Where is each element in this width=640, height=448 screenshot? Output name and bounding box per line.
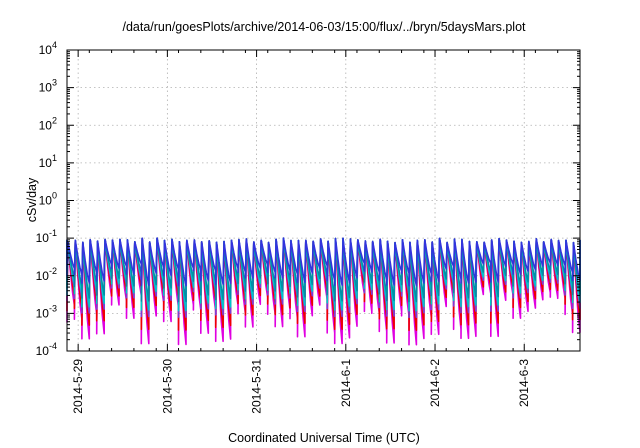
y-tick-exponent: 3 — [52, 78, 57, 88]
y-tick-exponent: -4 — [49, 341, 57, 351]
x-tick-label: 2014-5-31 — [250, 359, 264, 414]
y-tick-base: 10 — [36, 231, 50, 245]
x-tick-label: 2014-6-1 — [339, 359, 353, 407]
y-tick-exponent: -3 — [49, 303, 57, 313]
y-tick-exponent: 2 — [52, 115, 57, 125]
y-tick-base: 10 — [39, 194, 53, 208]
x-tick-label: 2014-6-3 — [517, 359, 531, 407]
y-tick-exponent: -2 — [49, 266, 57, 276]
y-axis-label: cSv/day — [25, 177, 39, 222]
x-tick-label: 2014-6-2 — [428, 359, 442, 407]
y-tick-exponent: -1 — [49, 228, 57, 238]
y-tick-base: 10 — [39, 81, 53, 95]
y-tick-base: 10 — [36, 344, 50, 358]
y-tick-label: 10-3 — [36, 303, 57, 320]
y-tick-base: 10 — [36, 269, 50, 283]
y-tick-label: 104 — [39, 40, 57, 57]
x-tick-labels: 2014-5-29 2014-5-30 2014-5-31 2014-6-1 2014-… — [71, 359, 531, 414]
y-tick-exponent: 0 — [52, 191, 57, 201]
grid-lines — [67, 50, 580, 351]
y-tick-exponent: 4 — [52, 40, 57, 50]
y-tick-label: 102 — [39, 115, 57, 132]
y-tick-label: 103 — [39, 78, 57, 95]
x-tick-label: 2014-5-29 — [71, 359, 85, 414]
chart-title: /data/run/goesPlots/archive/2014-06-03/1… — [122, 20, 526, 34]
y-tick-base: 10 — [39, 43, 53, 57]
y-tick-base: 10 — [36, 306, 50, 320]
x-axis-label: Coordinated Universal Time (UTC) — [228, 431, 420, 445]
x-tick-label: 2014-5-30 — [160, 359, 174, 414]
y-tick-base: 10 — [39, 118, 53, 132]
y-tick-base: 10 — [39, 156, 53, 170]
axis-ticks — [66, 49, 581, 352]
y-tick-label: 10-2 — [36, 266, 57, 283]
series-line — [66, 237, 581, 287]
y-tick-label: 101 — [39, 153, 57, 170]
y-tick-label: 10-4 — [36, 341, 57, 358]
y-tick-exponent: 1 — [52, 153, 57, 163]
y-tick-label: 100 — [39, 191, 57, 208]
y-tick-label: 10-1 — [36, 228, 57, 245]
series-group — [66, 237, 581, 346]
